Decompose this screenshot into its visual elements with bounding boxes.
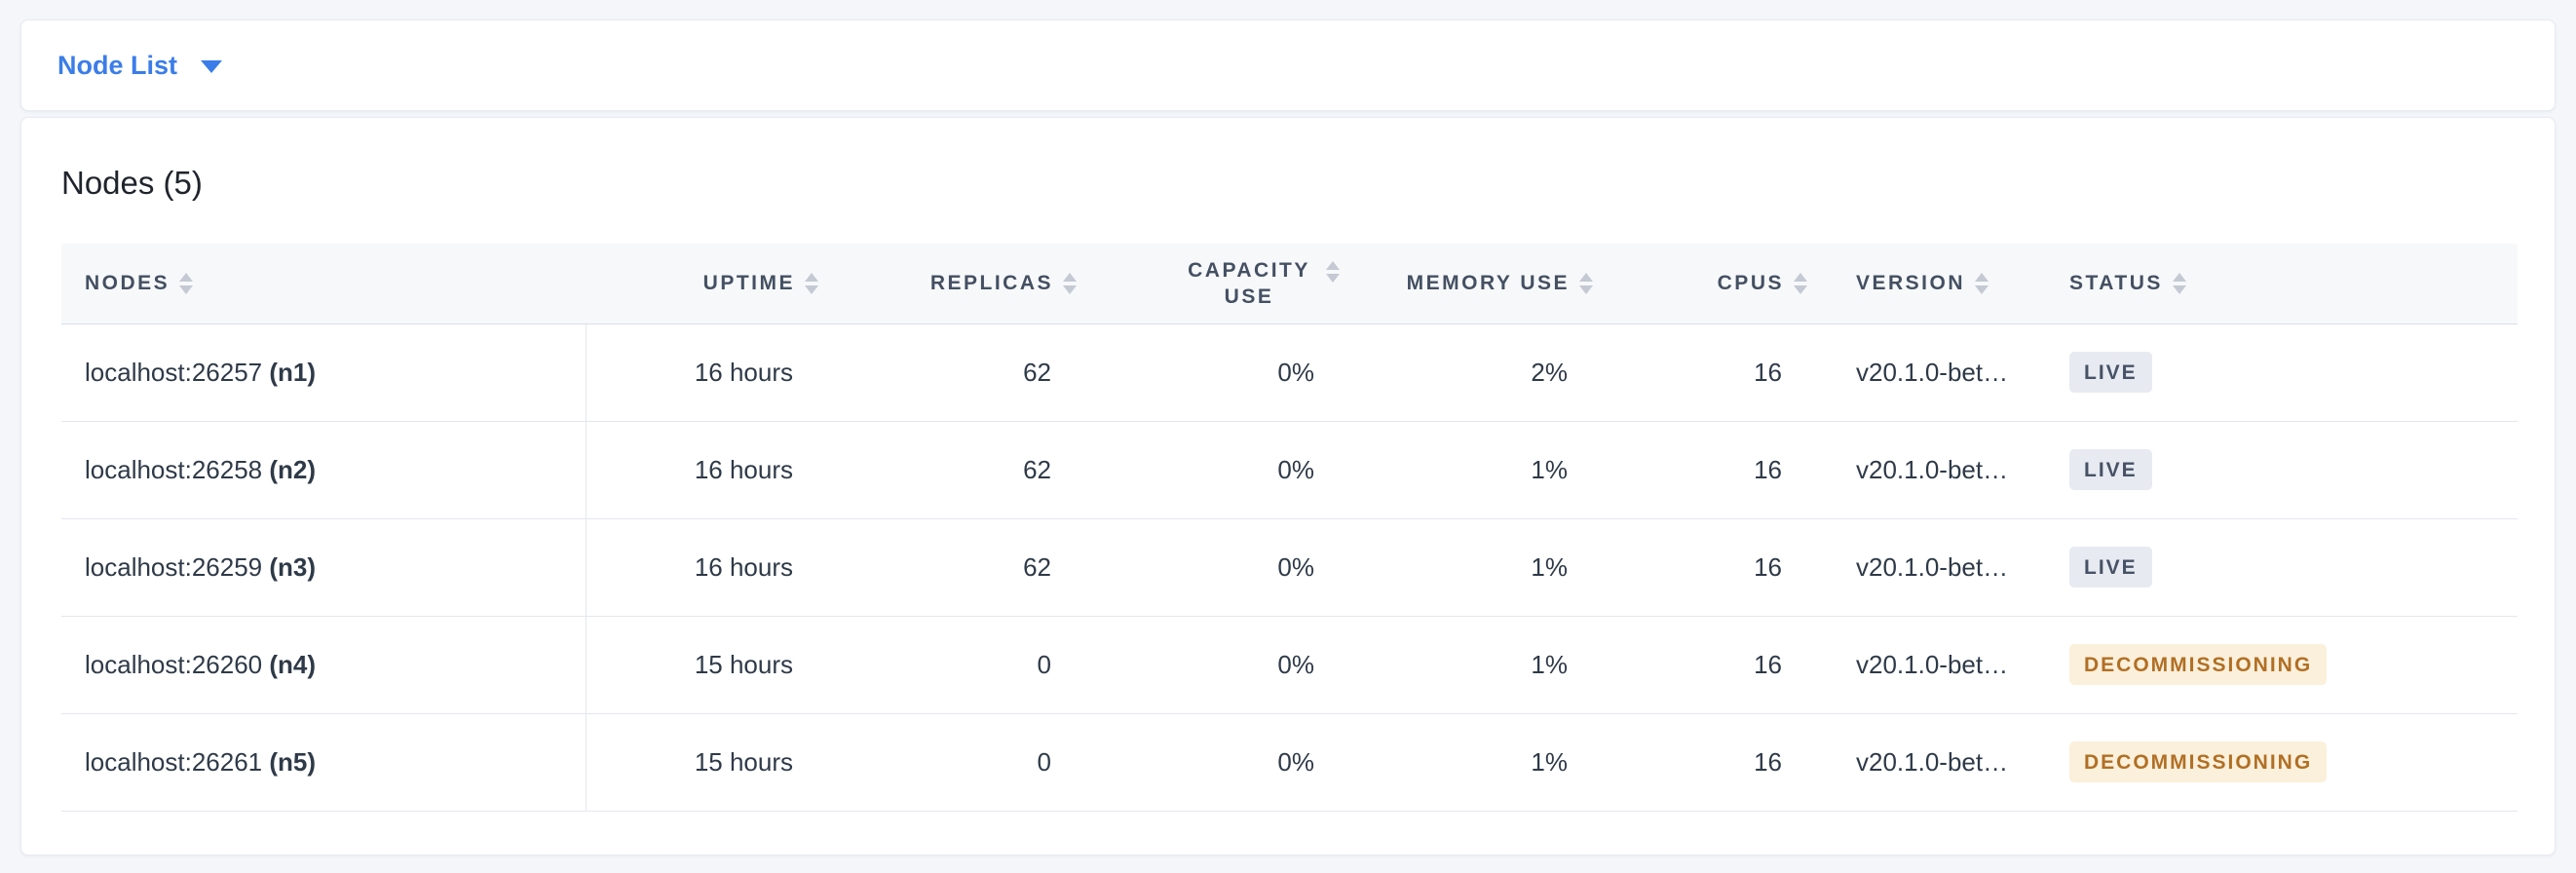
- node-address-cell[interactable]: localhost:26258 (n2): [61, 421, 587, 519]
- replicas-cell: 0: [834, 713, 1092, 812]
- capacity-use-cell: 0%: [1092, 421, 1355, 519]
- view-selector-label: Node List: [57, 50, 178, 80]
- node-id: (n5): [269, 746, 317, 777]
- table-row[interactable]: localhost:26257 (n1) 16 hours 62 0% 2% 1…: [61, 323, 2518, 422]
- cpus-cell: 16: [1609, 713, 1823, 812]
- replicas-cell: 62: [834, 323, 1092, 422]
- column-header-replicas[interactable]: REPLICAS: [834, 244, 1092, 324]
- node-id: (n2): [269, 454, 317, 484]
- sort-icon: [805, 272, 818, 294]
- version-cell: v20.1.0-bet…: [1823, 518, 2057, 617]
- version-cell: v20.1.0-bet…: [1823, 616, 2057, 714]
- status-badge: LIVE: [2069, 547, 2152, 588]
- memory-use-cell: 1%: [1355, 616, 1609, 714]
- cpus-cell: 16: [1609, 616, 1823, 714]
- cpus-cell: 16: [1609, 323, 1823, 422]
- node-address-cell[interactable]: localhost:26257 (n1): [61, 323, 587, 422]
- status-badge: DECOMMISSIONING: [2069, 741, 2328, 782]
- capacity-use-cell: 0%: [1092, 518, 1355, 617]
- uptime-cell: 16 hours: [586, 323, 834, 422]
- node-address-cell[interactable]: localhost:26259 (n3): [61, 518, 587, 617]
- memory-use-cell: 1%: [1355, 518, 1609, 617]
- node-address: localhost:26257: [85, 357, 263, 387]
- sort-icon: [1326, 260, 1340, 283]
- capacity-use-cell: 0%: [1092, 713, 1355, 812]
- node-id: (n1): [269, 357, 317, 387]
- memory-use-cell: 1%: [1355, 713, 1609, 812]
- table-header-row: NODES UPTIME REPLICAS: [61, 244, 2518, 324]
- column-header-cpus[interactable]: CPUS: [1609, 244, 1823, 324]
- column-header-status[interactable]: STATUS: [2057, 244, 2518, 324]
- uptime-cell: 16 hours: [586, 421, 834, 519]
- caret-down-icon: [201, 60, 223, 73]
- column-header-capacity-use[interactable]: CAPACITY USE: [1092, 244, 1355, 324]
- node-address: localhost:26261: [85, 746, 263, 777]
- node-table: NODES UPTIME REPLICAS: [61, 244, 2518, 812]
- status-badge: DECOMMISSIONING: [2069, 644, 2328, 685]
- cpus-cell: 16: [1609, 421, 1823, 519]
- uptime-cell: 16 hours: [586, 518, 834, 617]
- sort-icon: [179, 272, 194, 294]
- column-header-version[interactable]: VERSION: [1823, 244, 2057, 324]
- sort-icon: [1975, 272, 1989, 294]
- nodes-panel: Nodes (5) NODES UPTIME: [20, 117, 2556, 855]
- status-badge: LIVE: [2069, 449, 2152, 490]
- version-cell: v20.1.0-bet…: [1823, 323, 2057, 422]
- column-header-nodes[interactable]: NODES: [61, 244, 586, 324]
- replicas-cell: 0: [834, 616, 1092, 714]
- table-row[interactable]: localhost:26258 (n2) 16 hours 62 0% 1% 1…: [61, 421, 2518, 519]
- node-address: localhost:26260: [85, 649, 263, 679]
- cpus-cell: 16: [1609, 518, 1823, 617]
- node-address-cell[interactable]: localhost:26261 (n5): [61, 713, 587, 812]
- replicas-cell: 62: [834, 421, 1092, 519]
- table-row[interactable]: localhost:26259 (n3) 16 hours 62 0% 1% 1…: [61, 518, 2518, 617]
- uptime-cell: 15 hours: [586, 616, 834, 714]
- uptime-cell: 15 hours: [586, 713, 834, 812]
- version-cell: v20.1.0-bet…: [1823, 713, 2057, 812]
- sort-icon: [1794, 272, 1807, 294]
- status-badge: LIVE: [2069, 352, 2152, 393]
- page-title: Nodes (5): [61, 165, 203, 201]
- capacity-use-cell: 0%: [1092, 616, 1355, 714]
- sort-icon: [1063, 272, 1077, 294]
- view-selector-bar: Node List: [20, 19, 2556, 111]
- column-header-memory-use[interactable]: MEMORY USE: [1355, 244, 1609, 324]
- node-id: (n4): [269, 649, 317, 679]
- version-cell: v20.1.0-bet…: [1823, 421, 2057, 519]
- column-header-uptime[interactable]: UPTIME: [586, 244, 834, 324]
- node-id: (n3): [269, 551, 317, 582]
- sort-icon: [2172, 272, 2186, 294]
- node-address: localhost:26259: [85, 551, 263, 582]
- replicas-cell: 62: [834, 518, 1092, 617]
- view-selector[interactable]: Node List: [57, 50, 223, 81]
- memory-use-cell: 1%: [1355, 421, 1609, 519]
- node-address: localhost:26258: [85, 454, 263, 484]
- sort-icon: [1579, 272, 1593, 294]
- table-row[interactable]: localhost:26260 (n4) 15 hours 0 0% 1% 16…: [61, 616, 2518, 714]
- node-table-body: localhost:26257 (n1) 16 hours 62 0% 2% 1…: [61, 323, 2518, 812]
- capacity-use-cell: 0%: [1092, 323, 1355, 422]
- table-row[interactable]: localhost:26261 (n5) 15 hours 0 0% 1% 16…: [61, 713, 2518, 812]
- memory-use-cell: 2%: [1355, 323, 1609, 422]
- node-address-cell[interactable]: localhost:26260 (n4): [61, 616, 587, 714]
